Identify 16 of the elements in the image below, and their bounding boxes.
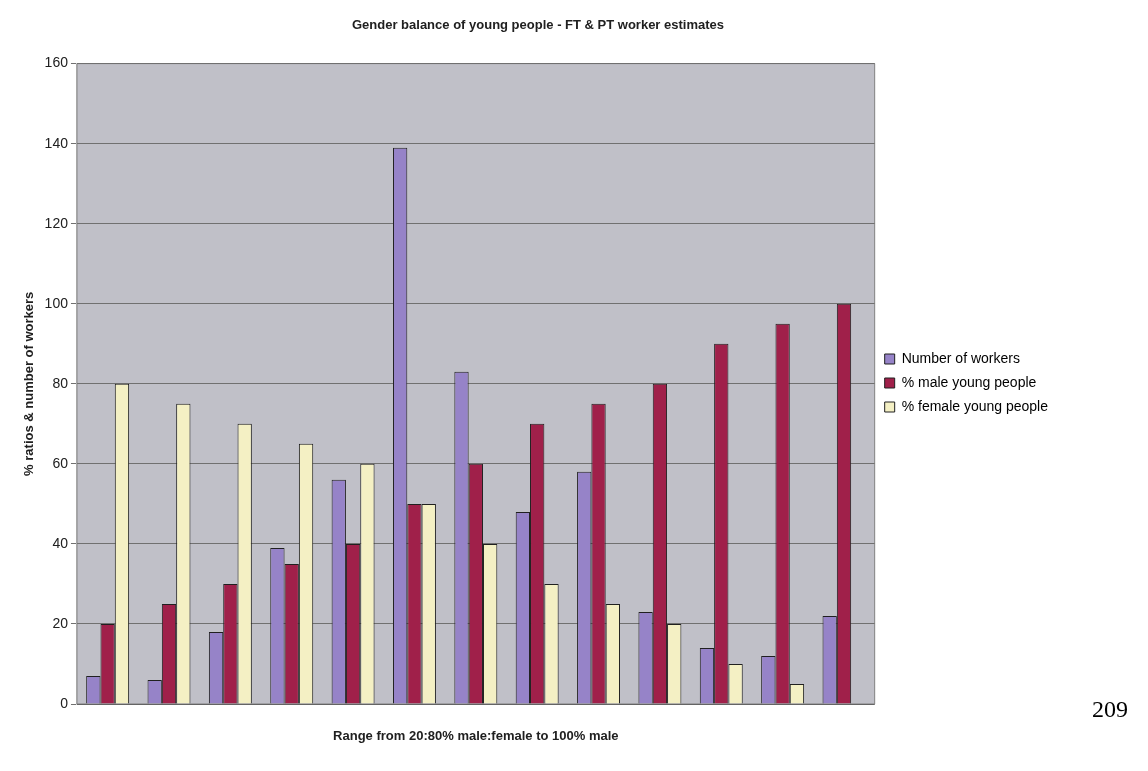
y-tick-label: 140 [44, 134, 69, 151]
y-tick-label: 80 [52, 374, 69, 391]
y-tick-label: 20 [52, 614, 69, 631]
legend-label: % female young people [901, 397, 1049, 414]
text: 209 [1092, 696, 1128, 723]
y-axis-title: % ratios & number of workers [21, 291, 37, 476]
y-tick-label: 120 [44, 214, 69, 231]
y-tick-label: 160 [44, 54, 69, 71]
y-tick-label: 0 [60, 694, 69, 711]
y-tick-label: 60 [52, 454, 69, 471]
legend-label: % male young people [901, 373, 1037, 390]
chart-title: Gender balance of young people - FT & PT worker estimates [351, 17, 725, 33]
y-tick-label: 100 [44, 294, 69, 311]
y-tick-label: 40 [52, 534, 69, 551]
x-axis-title: Range from 20:80% male:female to 100% male [333, 727, 619, 743]
legend-label: Number of workers [901, 349, 1020, 366]
